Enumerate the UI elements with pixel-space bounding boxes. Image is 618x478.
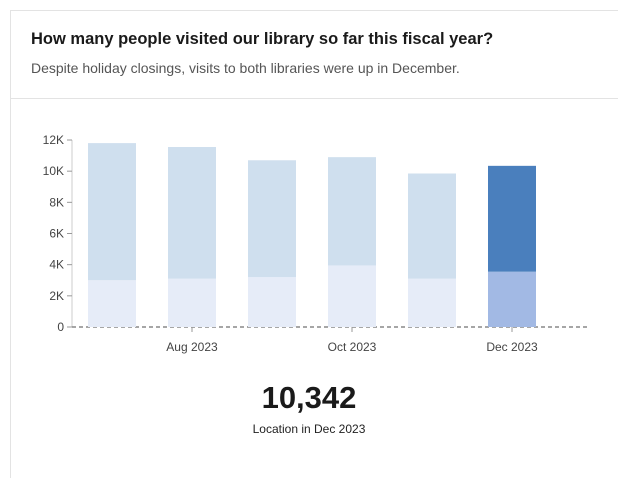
kpi-label: Location in Dec 2023 <box>252 422 366 436</box>
y-tick-label: 2K <box>49 289 64 303</box>
header-divider <box>11 98 618 99</box>
bar-segment-base <box>248 277 296 327</box>
bar-segment-base <box>328 265 376 327</box>
bar-segment-base <box>408 278 456 327</box>
bars <box>88 143 536 327</box>
y-tick-label: 4K <box>49 258 64 272</box>
bar-segment-top <box>88 143 136 281</box>
bar-chart: 0 2K 4K 6K 8K 10K 12K Aug 2023 Oct 2023 Dec 2023 <box>43 133 590 354</box>
bar-segment-base <box>168 278 216 327</box>
y-tick-label: 8K <box>49 195 64 209</box>
x-tick-label: Oct 2023 <box>328 340 377 354</box>
kpi-value: 10,342 <box>261 380 357 415</box>
y-tick-label: 6K <box>49 227 64 241</box>
bar-segment-base <box>88 280 136 327</box>
card-header: How many people visited our library so f… <box>31 29 608 77</box>
bar-segment-top <box>488 165 536 272</box>
bar-segment-top <box>328 157 376 266</box>
y-tick-label: 12K <box>43 133 64 147</box>
bar-segment-top <box>168 147 216 279</box>
x-axis: Aug 2023 Oct 2023 Dec 2023 <box>166 327 538 354</box>
x-tick-label: Dec 2023 <box>486 340 538 354</box>
y-tick-label: 0 <box>57 320 64 334</box>
bar-segment-top <box>248 160 296 278</box>
bar-segment-top <box>408 173 456 279</box>
x-tick-label: Aug 2023 <box>166 340 218 354</box>
chart-title: How many people visited our library so f… <box>31 30 494 48</box>
chart-subtitle: Despite holiday closings, visits to both… <box>31 60 460 76</box>
y-tick-label: 10K <box>43 164 64 178</box>
chart-card: How many people visited our library so f… <box>10 10 618 478</box>
kpi-block: 10,342 Location in Dec 2023 <box>0 380 618 436</box>
bar-segment-base <box>488 271 536 327</box>
